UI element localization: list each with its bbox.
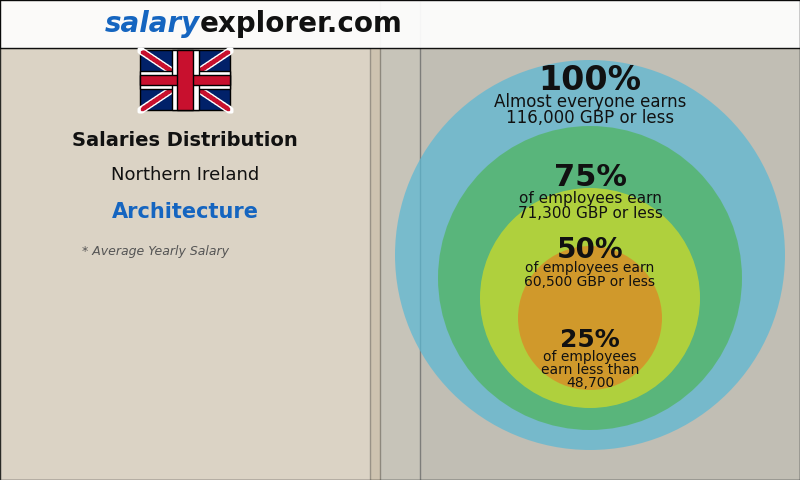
Text: Architecture: Architecture: [111, 202, 258, 222]
FancyBboxPatch shape: [0, 48, 370, 480]
FancyBboxPatch shape: [0, 0, 420, 480]
Text: 116,000 GBP or less: 116,000 GBP or less: [506, 109, 674, 127]
Circle shape: [438, 126, 742, 430]
FancyBboxPatch shape: [380, 0, 800, 480]
Text: earn less than: earn less than: [541, 363, 639, 377]
Text: 71,300 GBP or less: 71,300 GBP or less: [518, 205, 662, 220]
Text: 48,700: 48,700: [566, 376, 614, 390]
Circle shape: [480, 188, 700, 408]
Text: Salaries Distribution: Salaries Distribution: [72, 131, 298, 149]
FancyBboxPatch shape: [171, 50, 198, 110]
Text: 50%: 50%: [557, 236, 623, 264]
FancyBboxPatch shape: [140, 50, 230, 110]
Text: * Average Yearly Salary: * Average Yearly Salary: [82, 245, 229, 259]
Text: of employees: of employees: [543, 350, 637, 364]
Text: 100%: 100%: [538, 63, 642, 96]
FancyBboxPatch shape: [0, 0, 800, 48]
FancyBboxPatch shape: [177, 50, 193, 110]
Text: explorer.com: explorer.com: [200, 10, 403, 38]
FancyBboxPatch shape: [140, 71, 230, 89]
Text: Almost everyone earns: Almost everyone earns: [494, 93, 686, 111]
Circle shape: [395, 60, 785, 450]
FancyBboxPatch shape: [140, 74, 230, 85]
Text: 60,500 GBP or less: 60,500 GBP or less: [525, 275, 655, 289]
Text: 25%: 25%: [560, 328, 620, 352]
Text: of employees earn: of employees earn: [518, 191, 662, 205]
Text: salary: salary: [105, 10, 200, 38]
Text: 75%: 75%: [554, 164, 626, 192]
Text: Northern Ireland: Northern Ireland: [111, 166, 259, 184]
Text: of employees earn: of employees earn: [526, 261, 654, 275]
Circle shape: [518, 246, 662, 390]
